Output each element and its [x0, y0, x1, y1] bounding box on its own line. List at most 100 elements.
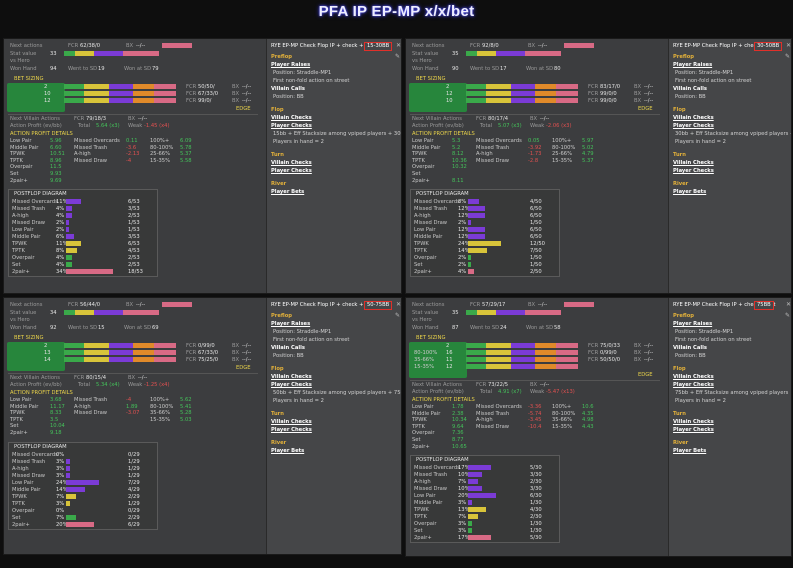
bar-segment	[153, 343, 176, 348]
sizing-bx-value: --/--	[242, 98, 252, 104]
edge-label: EDGE	[236, 106, 251, 112]
filter-action-link[interactable]: Player Bets	[271, 448, 305, 454]
ap-details-header: ACTION PROFIT DETAILS	[10, 390, 73, 396]
section-divider	[410, 380, 660, 381]
sizing-fcr-label: FCR	[588, 91, 599, 97]
nva-bx-value: --/--	[138, 116, 148, 122]
filter-action-link[interactable]: Villain Checks	[673, 115, 714, 121]
won-hand-value: 92	[50, 325, 57, 331]
diagram-row-frac: 2/30	[530, 479, 542, 486]
diagram-row-bar	[468, 213, 485, 219]
diagram-row-frac: 1/29	[128, 500, 140, 507]
diagram-row-frac: 6/29	[128, 521, 140, 528]
stack-size-box[interactable]: 30-50BB	[754, 42, 783, 52]
bar-segment	[133, 98, 154, 103]
stack-size-box[interactable]: 50-75BB	[364, 301, 393, 311]
bar-segment	[486, 357, 511, 362]
bar-segment	[133, 84, 154, 89]
filter-action-link[interactable]: Villain Checks	[271, 374, 312, 380]
diagram-row-bar	[468, 507, 486, 513]
ap-size-value: 4.98	[582, 417, 594, 424]
stack-size-box[interactable]: 15-30BB	[364, 42, 393, 52]
sizing-row-count: 12	[446, 364, 453, 370]
diagram-row-label: TPWK	[12, 241, 27, 248]
close-icon[interactable]: ✕	[396, 301, 402, 308]
edit-icon[interactable]: ✎	[785, 312, 791, 319]
filter-action-link[interactable]: Villain Checks	[271, 419, 312, 425]
filter-action-link[interactable]: Player Bets	[673, 189, 707, 195]
action-profit-label: Action Profit (ev/bb)	[10, 123, 62, 129]
edit-icon[interactable]: ✎	[785, 53, 791, 60]
filter-action-link[interactable]: Player Bets	[271, 189, 305, 195]
filter-action-link[interactable]: Player Checks	[673, 123, 714, 129]
ap-hand-label: 2pair+	[10, 177, 28, 184]
ap-size-label: 80-100%	[150, 403, 174, 410]
ap-weak-value: -3.92	[528, 144, 542, 151]
diagram-row-frac: 1/50	[530, 255, 542, 262]
diagram-row-label: A-high	[414, 213, 431, 220]
close-icon[interactable]: ✕	[786, 42, 792, 49]
diagram-row-frac: 6/50	[530, 206, 542, 213]
ap-weak-value: -1.73	[528, 151, 542, 158]
diagram-row-pct: 17%	[458, 465, 470, 472]
filter-action-link[interactable]: Player Checks	[673, 382, 714, 388]
bar-segment	[108, 350, 134, 355]
diagram-row-frac: 3/30	[530, 472, 542, 479]
won-sd-label: Won at SD	[124, 325, 152, 331]
filter-header: RYE EP-MP Check Flop IP + check + bet	[673, 302, 776, 308]
filter-action-link[interactable]: Player Raises	[673, 62, 713, 68]
close-icon[interactable]: ✕	[786, 301, 792, 308]
fcr-label: FCR	[68, 302, 79, 308]
filter-action-link[interactable]: Player Checks	[271, 382, 312, 388]
won-hand-label: Won Hand	[10, 325, 37, 331]
bar-segment	[84, 350, 109, 355]
filter-action-link[interactable]: Player Checks	[673, 168, 714, 174]
diagram-row-frac: 2/53	[128, 255, 140, 262]
ap-size-value: 6.09	[180, 138, 192, 144]
filter-action-link[interactable]: Villain Checks	[673, 374, 714, 380]
fcr-value: 56/44/0	[80, 302, 100, 308]
filter-pane: RYE EP-MP Check Flop IP + check + bet 15-…	[266, 39, 402, 293]
diagram-row-label: Missed Draw	[12, 220, 46, 227]
edge-label: EDGE	[638, 372, 653, 378]
filter-action-link[interactable]: Player Raises	[673, 321, 713, 327]
sizing-fcr-value: 99/0/0	[600, 98, 617, 104]
edit-icon[interactable]: ✎	[395, 53, 401, 60]
diagram-row-label: A-high	[12, 465, 29, 472]
sizing-row-bar	[466, 343, 578, 348]
filter-action-link[interactable]: Player Checks	[673, 427, 714, 433]
postflop-diagram-header: POSTFLOP DIAGRAM	[14, 191, 67, 198]
sizing-row-count: 12	[44, 98, 51, 104]
filter-action-link[interactable]: Player Raises	[271, 62, 311, 68]
ap-hand-value: 11.17	[50, 403, 65, 410]
filter-action-link[interactable]: Player Raises	[271, 321, 311, 327]
diagram-row-bar	[468, 241, 501, 247]
diagram-row-label: TPWK	[414, 507, 429, 514]
filter-action-link[interactable]: Player Checks	[271, 427, 312, 433]
postflop-diagram-header: POSTFLOP DIAGRAM	[14, 443, 67, 450]
filter-action-link[interactable]: Player Checks	[271, 123, 312, 129]
bar-segment	[133, 91, 154, 96]
filter-action-link[interactable]: Villain Checks	[673, 419, 714, 425]
diagram-row-frac: 4/29	[128, 486, 140, 493]
filter-action-link[interactable]: Villain Checks	[271, 115, 312, 121]
filter-action-link[interactable]: Player Bets	[673, 448, 707, 454]
stack-size-box[interactable]: 75BB	[754, 301, 774, 311]
ap-weak-label: Missed Draw	[476, 423, 510, 430]
filter-action-link[interactable]: Player Checks	[271, 168, 312, 174]
edit-icon[interactable]: ✎	[395, 312, 401, 319]
filter-action-link[interactable]: Villain Checks	[271, 160, 312, 166]
sizing-fcr-value: 99/0/	[198, 98, 212, 104]
sizing-fcr-label: FCR	[186, 343, 197, 349]
bar-segment	[64, 357, 85, 362]
filter-condition: Villain Calls	[673, 345, 707, 351]
filter-action-link[interactable]: Villain Checks	[673, 160, 714, 166]
ap-hand-value: 3.68	[50, 397, 62, 403]
diagram-row-label: Set	[414, 528, 423, 535]
ap-hand-value: 5.2	[452, 144, 461, 151]
diagram-row-frac: 1/30	[530, 528, 542, 535]
nva-fcr-value: 80/15/4	[86, 375, 106, 381]
diagram-row-bar	[66, 486, 86, 492]
ap-hand-value: 9.69	[50, 177, 62, 184]
close-icon[interactable]: ✕	[396, 42, 402, 49]
